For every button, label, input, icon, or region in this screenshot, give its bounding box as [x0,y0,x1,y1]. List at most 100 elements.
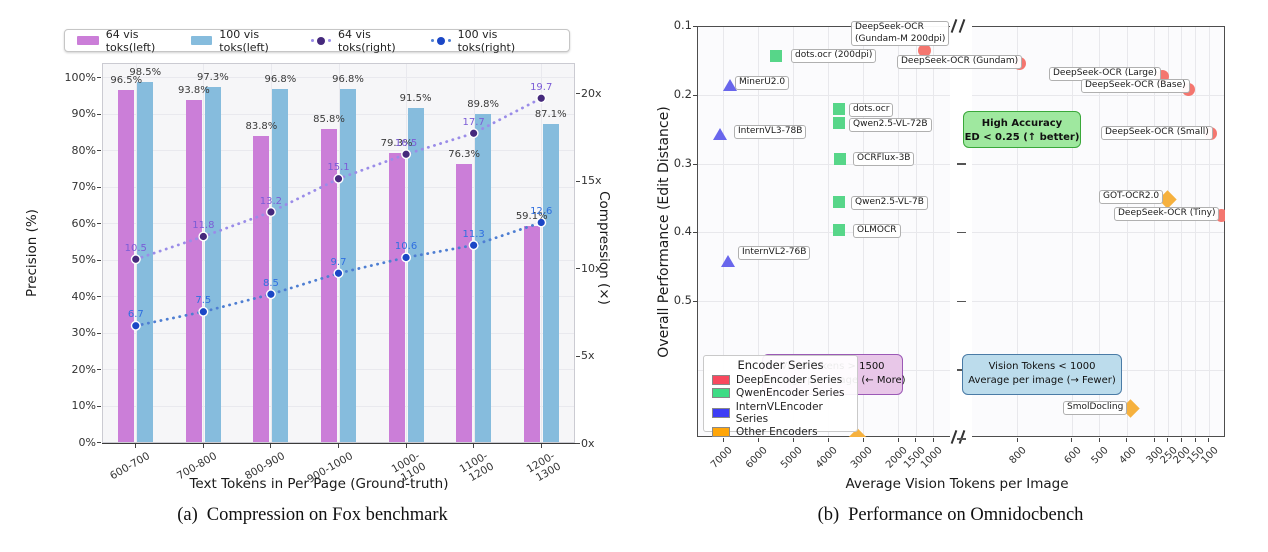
a-gridline-v [338,63,340,443]
caption-b: (b) Performance on Omnidocbench [705,505,1205,526]
caption-a: (a) Compression on Fox benchmark [67,505,567,526]
b-xtick-label: 7000 [709,445,735,471]
a-bar-100-vis-toks(left) [137,82,154,443]
a-ytick-mark [576,443,580,444]
b-gridline-v [1167,26,1169,437]
a-bar-100-vis-toks(left) [475,114,492,443]
a-line-value-label: 11.3 [462,228,485,240]
b-point-label: DeepSeek-OCR (Gundam-M 200dpi) [851,21,950,46]
a-bar-value-label: 91.5% [399,93,432,105]
a-line-value-label: 6.7 [127,309,144,321]
legend-a-item-label: 100 vis toks(right) [457,27,516,54]
a-ytick-label-left: 90% [71,107,96,120]
b-ytick-label: 0.4 [673,224,692,239]
b-point-label: dots.ocr [849,103,894,117]
a-line-value-label: 16.5 [394,137,418,149]
b-gridline-v [1208,26,1210,437]
a-bar-value-label: 97.3% [196,71,229,83]
a-bar-value-label: 93.8% [177,84,210,96]
b-point-internvl [723,78,737,91]
legend-b-label: Other Encoders [736,426,818,438]
a-ytick-label-left: 20% [71,362,96,376]
b-point-label: OCRFlux-3B [853,152,915,166]
b-break-tick [957,163,966,165]
a-bar-100-vis-toks(left) [272,88,289,443]
b-ytick-label: 0.2 [673,86,692,101]
a-ytick-mark [97,259,101,261]
b-point-deep [1214,208,1225,222]
a-bar-value-label: 96.5% [110,74,143,86]
a-bar-value-label: 89.8% [467,99,500,111]
plot-area-fox-benchmark [102,63,575,443]
b-gridline-v [723,26,724,437]
a-xaxis-label: Text Tokens in Per Page (Ground-truth) [189,476,449,492]
a-ytick-label-right: 15x [581,174,602,187]
b-break-tick [957,369,966,371]
a-line-value-label: 8.5 [262,277,279,289]
b-xtick-mark [1194,438,1196,442]
a-line-value-label: 13.2 [259,195,283,207]
legend-encoder-series: Encoder Series DeepEncoder Series QwenEnc… [703,355,858,438]
caption-b-index: (b) [817,505,840,525]
a-ytick-mark [97,113,101,115]
b-point-label: GOT-OCR2.0 [1099,190,1164,204]
b-point-deep [917,43,931,57]
a-line-value-label: 10.5 [124,242,147,254]
b-point-label: DeepSeek-OCR (Tiny) [1114,207,1220,221]
legend-b-item-deep: DeepEncoder Series [712,374,857,386]
b-xtick-mark [1126,438,1128,442]
annotation-high-accuracy: High Accuracy ED < 0.25 (↑ better) [963,111,1081,148]
legend-a-item-64-vis-toks(right): 64 vis toks(right) [311,28,431,54]
a-ytick-label-left: 40% [71,289,96,303]
legend-dot [328,39,332,42]
a-bar-value-label: 79.3% [380,137,413,149]
legend-compression-chart: 64 vis toks(left) 100 vis toks(left) 64 vi… [64,27,570,54]
legend-dot [317,36,326,45]
b-xtick-mark [1180,438,1182,442]
a-ytick-mark [97,442,101,443]
caption-a-text: Compression on Fox benchmark [206,505,448,525]
b-point-qwen [769,50,782,63]
a-ytick-mark [576,93,580,94]
b-gridline-v [758,26,759,437]
a-line-value-label: 11.8 [192,220,215,231]
legend-a-item-64-vis-toks(left): 64 vis toks(left) [77,28,191,54]
b-ytick-mark [693,26,697,27]
a-xtick-mark [202,444,204,448]
a-bar-64-vis-toks(left) [321,128,337,443]
legend-encoder-series-title: Encoder Series [737,358,824,372]
a-ytick-label-left: 30% [71,326,96,339]
b-point-label: MinerU2.0 [735,76,790,90]
b-xtick-mark [757,438,759,442]
b-gridline-v [793,26,794,437]
legend-b-item-qwen: QwenEncoder Series [712,387,857,399]
a-ytick-mark [97,296,101,297]
a-line-value-label: 15.1 [327,162,350,174]
a-ytick-label-left: 10% [71,399,96,412]
b-gridline-v [828,26,829,437]
a-xtick-label: 1200-1300 [524,450,564,485]
b-point-label: DeepSeek-OCR (Base) [1081,79,1190,93]
b-gridline-v [1017,26,1018,437]
a-ytick-mark [97,186,101,188]
b-gridline-v [1195,26,1197,437]
a-bar-value-label: 83.8% [245,121,278,133]
b-xtick-mark [1071,438,1073,442]
a-line-value-label: 7.5 [195,295,212,307]
legend-a-item-100-vis-toks(left): 100 vis toks(left) [190,28,311,54]
b-xtick-mark [1208,438,1210,442]
legend-a-swatch-bar [77,36,99,45]
a-ytick-mark [576,355,580,357]
b-ytick-mark [693,94,697,96]
a-bar-100-vis-toks(left) [542,124,559,443]
a-ytick-label-left: 80% [71,143,96,157]
a-bar-value-label: 59.1% [515,211,548,223]
legend-b-label: InternVLEncoder Series [735,400,823,425]
legend-b-item-other: Other Encoders [712,426,857,438]
b-gridline-v [1071,26,1073,437]
b-gridline-v [915,26,917,437]
legend-a-item-label: 64 vis toks(right) [338,27,396,54]
a-xtick-mark [135,444,137,448]
a-ytick-mark [97,77,101,78]
